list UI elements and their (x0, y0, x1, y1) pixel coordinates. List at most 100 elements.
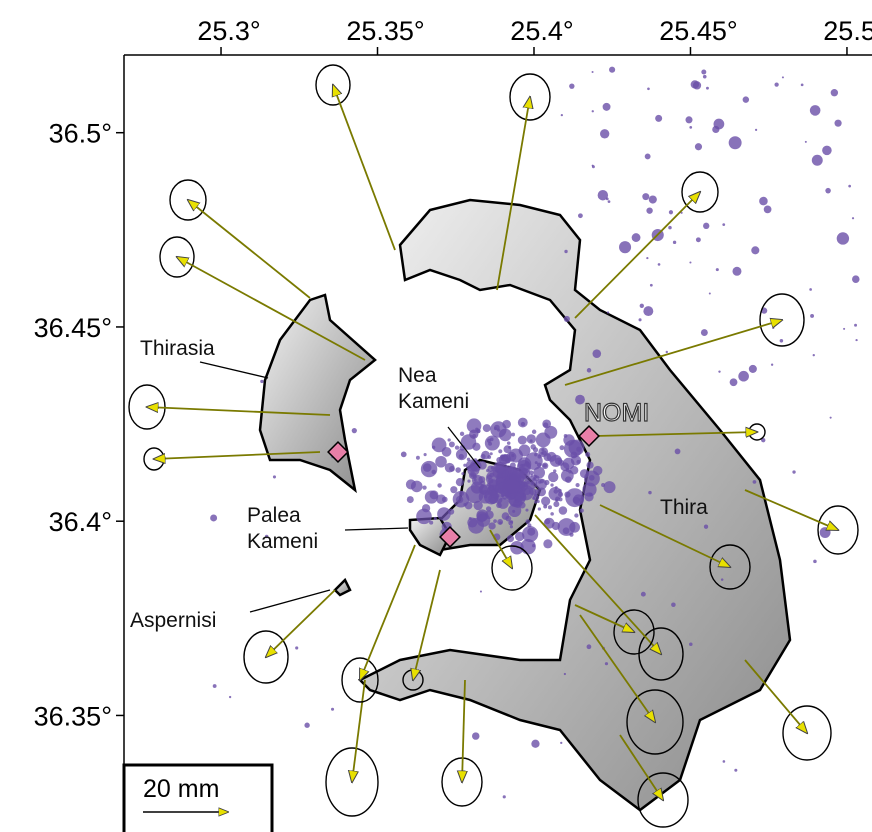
earthquake (524, 462, 529, 467)
earthquake (743, 96, 749, 102)
earthquake (488, 478, 493, 483)
earthquake (449, 441, 455, 447)
place-label: Kameni (398, 390, 469, 413)
earthquake (437, 483, 441, 487)
x-tick-label: 25.35° (346, 16, 424, 46)
earthquake (587, 644, 592, 649)
earthquake (407, 496, 414, 503)
y-tick-label: 36.4° (49, 507, 112, 537)
earthquake (643, 306, 653, 316)
y-tick-label: 36.5° (49, 119, 112, 149)
earthquake (822, 146, 832, 156)
earthquake (704, 525, 708, 529)
earthquake (738, 371, 749, 382)
earthquake (852, 217, 854, 219)
earthquake (722, 223, 725, 226)
earthquake (810, 105, 821, 116)
earthquake (695, 143, 702, 150)
earthquake (619, 241, 631, 253)
earthquake (527, 528, 535, 536)
earthquake (295, 646, 298, 649)
earthquake (424, 453, 427, 456)
earthquake (780, 339, 784, 343)
earthquake (537, 487, 546, 496)
place-label: Thira (660, 496, 708, 519)
earthquake (550, 512, 554, 516)
earthquake (605, 662, 608, 665)
earthquake (764, 206, 772, 214)
earthquake (552, 522, 560, 530)
earthquake (558, 518, 576, 536)
earthquake (210, 514, 217, 521)
earthquake (563, 434, 574, 445)
earthquake (434, 517, 437, 520)
earthquake (537, 463, 541, 467)
earthquake (474, 478, 477, 481)
earthquake (436, 494, 446, 504)
earthquake (668, 226, 672, 230)
earthquake (560, 742, 562, 744)
earthquake (701, 69, 706, 74)
place-label: Nea (398, 364, 437, 387)
earthquake (576, 447, 581, 452)
earthquake (721, 578, 724, 581)
earthquake (406, 479, 416, 489)
earthquake (716, 268, 719, 271)
earthquake (584, 492, 593, 501)
earthquake (525, 519, 530, 524)
earthquake (514, 492, 523, 501)
earthquake (565, 476, 572, 483)
earthquake (564, 316, 570, 322)
earthquake (772, 327, 774, 329)
earthquake (511, 433, 515, 437)
earthquake (609, 67, 615, 73)
earthquake (675, 449, 681, 455)
earthquake (509, 477, 517, 485)
earthquake (401, 452, 407, 458)
earthquake (706, 87, 709, 90)
earthquake (673, 241, 676, 244)
earthquake (467, 480, 470, 483)
earthquake (518, 418, 528, 428)
earthquake (647, 87, 650, 90)
earthquake (650, 284, 653, 287)
earthquake (834, 120, 841, 127)
place-label: Palea (247, 504, 301, 527)
earthquake (494, 425, 500, 431)
earthquake (642, 193, 649, 200)
earthquake (502, 512, 510, 520)
earthquake (352, 428, 357, 433)
place-label: Kameni (247, 530, 318, 553)
earthquake (536, 433, 551, 448)
earthquake (655, 115, 662, 122)
earthquake (559, 506, 568, 515)
earthquake (542, 420, 551, 429)
earthquake (532, 497, 535, 500)
earthquake (548, 505, 552, 509)
earthquake (459, 454, 464, 459)
earthquake (510, 525, 513, 528)
earthquake (685, 116, 692, 123)
earthquake (852, 275, 860, 283)
earthquake (592, 165, 595, 168)
earthquake (585, 452, 590, 457)
earthquake (507, 535, 514, 542)
earthquake (604, 481, 616, 493)
earthquake (574, 513, 578, 517)
earthquake (810, 314, 814, 318)
earthquake (486, 469, 489, 472)
place-label: Aspernisi (130, 609, 216, 632)
earthquake (416, 456, 420, 460)
earthquake (531, 740, 539, 748)
earthquake (455, 467, 461, 473)
earthquake (608, 200, 611, 203)
earthquake (450, 486, 457, 493)
earthquake (555, 458, 562, 465)
gps-vector (333, 85, 395, 250)
earthquake (421, 461, 437, 477)
earthquake (592, 110, 594, 112)
earthquake (848, 185, 851, 188)
earthquake (730, 378, 738, 386)
earthquake (592, 349, 601, 358)
earthquake (639, 318, 642, 321)
